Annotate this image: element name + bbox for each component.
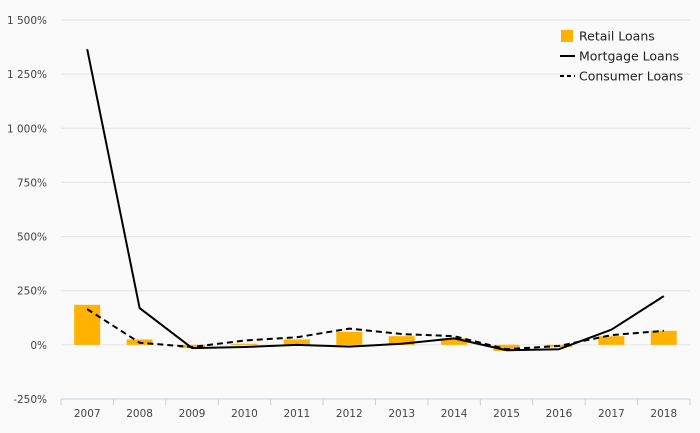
mortgage-loans-line bbox=[86, 49, 665, 352]
y-tick-label: 500% bbox=[17, 232, 47, 244]
retail-loans-bar bbox=[598, 336, 625, 345]
x-tick-label: 2007 bbox=[74, 408, 101, 420]
gridlines bbox=[61, 19, 690, 400]
retail-loans-bar bbox=[493, 344, 520, 351]
legend-label-retail-loans: Retail Loans bbox=[579, 29, 655, 44]
retail-loans-bar bbox=[74, 304, 101, 345]
legend-label-consumer-loans: Consumer Loans bbox=[579, 69, 683, 84]
legend-swatch-retail-loans bbox=[561, 30, 573, 42]
x-tick-label: 2011 bbox=[284, 408, 311, 420]
x-tick-label: 2009 bbox=[179, 408, 206, 420]
x-tick-label: 2017 bbox=[598, 408, 625, 420]
series-lines bbox=[86, 49, 665, 352]
x-tick-label: 2015 bbox=[493, 408, 520, 420]
y-tick-label: -250% bbox=[13, 394, 47, 406]
x-axis: 2007 2008 2009 2010 2011 2012 2013 2014 2015 2016… bbox=[60, 398, 691, 420]
x-tick-label: 2013 bbox=[388, 408, 415, 420]
retail-loans-bar bbox=[650, 330, 677, 345]
retail-loans-bar bbox=[388, 336, 415, 345]
consumer-loans-line bbox=[86, 308, 664, 351]
y-tick-label: 750% bbox=[17, 177, 47, 189]
x-tick-label: 2018 bbox=[650, 408, 677, 420]
legend: Retail Loans Mortgage Loans Consumer Loans bbox=[560, 29, 683, 84]
x-tick-label: 2012 bbox=[336, 408, 363, 420]
y-tick-label: 1 000% bbox=[7, 123, 47, 135]
x-tick-label: 2014 bbox=[441, 408, 468, 420]
x-tick-label: 2010 bbox=[231, 408, 258, 420]
y-axis: -250% 0% 250% 500% 750% 1 000% 1 250% 1 500% bbox=[7, 15, 47, 406]
y-tick-label: 1 250% bbox=[7, 69, 47, 81]
retail-loans-bar bbox=[441, 338, 468, 345]
y-tick-label: 1 500% bbox=[7, 15, 47, 27]
x-tick-label: 2008 bbox=[126, 408, 153, 420]
retail-loans-bar bbox=[336, 331, 363, 345]
x-tick-label: 2016 bbox=[546, 408, 573, 420]
retail-loans-bar bbox=[231, 343, 258, 345]
y-tick-label: 250% bbox=[17, 286, 47, 298]
retail-loans-bar bbox=[283, 339, 310, 345]
y-tick-label: 0% bbox=[30, 340, 47, 352]
legend-label-mortgage-loans: Mortgage Loans bbox=[579, 49, 679, 64]
